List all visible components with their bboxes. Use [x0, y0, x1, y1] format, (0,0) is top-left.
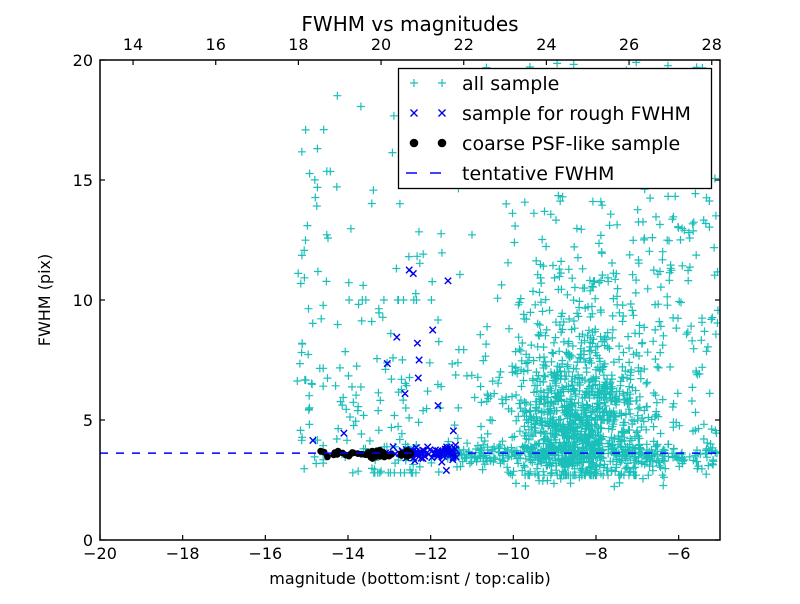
legend: all sample sample for rough FWHM coarse PS… [397, 67, 713, 190]
y-tick-label: 5 [83, 411, 93, 430]
y-tick-label: 0 [83, 531, 93, 550]
x-bottom-tick-label: −10 [496, 544, 530, 563]
x-bottom-tick-label: −6 [667, 544, 691, 563]
legend-box [397, 67, 713, 190]
x-bottom-tick-label: −14 [331, 544, 365, 563]
x-bottom-tick-label: −20 [83, 544, 117, 563]
data-layer [100, 60, 720, 491]
legend-item-label: sample for rough FWHM [462, 103, 691, 125]
x-bottom-tick-label: −8 [584, 544, 608, 563]
legend-plus-marker-icon [410, 79, 418, 87]
y-tick-label: 10 [73, 291, 93, 310]
coarse-psf-sample-points [317, 446, 414, 462]
x-bottom-tick-label: −12 [414, 544, 448, 563]
x-bottom-tick-label: −18 [166, 544, 200, 563]
y-tick-label: 15 [73, 171, 93, 190]
x-top-tick-label: 28 [702, 35, 722, 54]
x-top-tick-label: 24 [536, 35, 556, 54]
legend-dot-marker-icon [437, 138, 447, 148]
x-top-tick-label: 22 [454, 35, 474, 54]
legend-item-label: coarse PSF-like sample [462, 133, 680, 155]
x-top-tick-label: 16 [206, 35, 226, 54]
rough-fwhm-sample-points [309, 266, 460, 475]
legend-item-label: tentative FWHM [462, 163, 614, 185]
legend-item-label: all sample [462, 73, 559, 95]
x-axis-label: magnitude (bottom:isnt / top:calib) [269, 569, 550, 588]
x-bottom-tick-label: −16 [248, 544, 282, 563]
x-top-tick-label: 26 [619, 35, 639, 54]
x-top-tick-label: 18 [288, 35, 308, 54]
legend-plus-marker-icon [438, 79, 446, 87]
legend-x-marker-icon [438, 109, 446, 117]
y-axis-label: FWHM (pix) [35, 254, 54, 347]
legend-x-marker-icon [410, 109, 418, 117]
tick-layer: −20 −18 −16 −14 −12 −10 −8 −6 14 16 18 20 22 24 26 28 0 5… [73, 35, 722, 563]
legend-dot-marker-icon [409, 138, 419, 148]
chart-title: FWHM vs magnitudes [301, 12, 518, 36]
x-top-tick-label: 20 [371, 35, 391, 54]
y-tick-label: 20 [73, 51, 93, 70]
all-sample-points [293, 60, 720, 491]
x-top-tick-label: 14 [123, 35, 143, 54]
